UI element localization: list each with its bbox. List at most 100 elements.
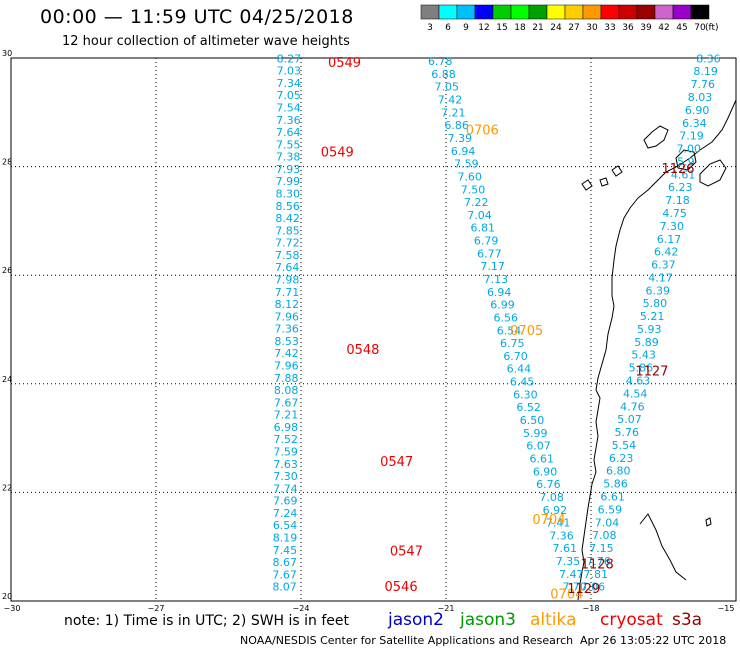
swh-value: 4.76 xyxy=(620,400,645,413)
swh-value: 7.96 xyxy=(274,360,299,373)
lon-tick-label: −27 xyxy=(148,604,165,613)
swh-value: 7.39 xyxy=(448,132,473,145)
swh-value: 7.03 xyxy=(277,65,302,78)
swh-value: 6.23 xyxy=(668,181,693,194)
swh-value: 6.39 xyxy=(645,284,670,297)
swh-value: 8.07 xyxy=(272,581,297,594)
swh-value: 5.43 xyxy=(631,349,656,362)
swh-value: 7.52 xyxy=(274,433,299,446)
pass-time-label: 1127 xyxy=(635,365,668,380)
swh-value: 7.59 xyxy=(273,446,298,459)
canary-island-lapalma xyxy=(581,179,593,191)
swh-value: 6.61 xyxy=(530,452,555,465)
swh-value: 5.89 xyxy=(634,336,659,349)
swh-value: 7.81 xyxy=(584,568,609,581)
colorbar-swatch xyxy=(510,4,530,20)
legend-altika: altika xyxy=(530,610,577,630)
colorbar-tick-label: 6 xyxy=(445,23,451,33)
mainland-detail xyxy=(639,513,687,581)
swh-value: 7.15 xyxy=(589,542,614,555)
pass-time-label: 0549 xyxy=(328,56,361,71)
canary-island-gomera xyxy=(611,165,623,177)
swh-value: 4.17 xyxy=(648,271,673,284)
swh-value: 6.90 xyxy=(685,104,710,117)
swh-value: 7.54 xyxy=(276,101,301,114)
swh-value: 6.42 xyxy=(654,246,679,259)
swh-value: 6.94 xyxy=(451,145,476,158)
swh-value: 6.37 xyxy=(651,259,676,272)
colorbar-swatch xyxy=(618,4,638,20)
colorbar-tick-label: 33 xyxy=(604,23,615,33)
swh-value: 5.86 xyxy=(629,362,654,375)
swh-value: 7.08 xyxy=(592,529,617,542)
swh-value: 7.58 xyxy=(275,249,300,262)
swh-tracks: 8.277.037.347.057.547.367.647.557.387.93… xyxy=(272,52,720,593)
swh-value: 6.78 xyxy=(428,55,453,68)
pass-time-label: 0704 xyxy=(532,513,565,528)
swh-value: 7.08 xyxy=(539,491,564,504)
colorbar-tick-label: 39 xyxy=(640,23,652,33)
swh-value: 8.67 xyxy=(273,556,298,569)
legend-jason2: jason2 xyxy=(388,610,444,630)
swh-value: 6.86 xyxy=(444,119,469,132)
swh-value: 7.67 xyxy=(274,396,299,409)
colorbar-swatch xyxy=(690,4,710,20)
swh-value: 4.54 xyxy=(623,387,648,400)
lon-tick-label: −15 xyxy=(718,604,735,613)
swh-value: 7.17 xyxy=(480,260,505,273)
colorbar-tick-label: 21 xyxy=(532,23,543,33)
lat-tick-label: 20 xyxy=(2,592,12,601)
swh-value: 6.54 xyxy=(497,324,522,337)
lat-tick-label: 24 xyxy=(2,375,12,384)
swh-value: 7.93 xyxy=(276,163,301,176)
swh-value: 8.03 xyxy=(688,91,713,104)
swh-value: 6.94 xyxy=(487,286,512,299)
colorbar-swatch xyxy=(438,4,458,20)
swh-value: 6.59 xyxy=(598,503,623,516)
footer-note: note: 1) Time is in UTC; 2) SWH is in fe… xyxy=(64,613,350,629)
colorbar-tick-label: 27 xyxy=(568,23,579,33)
colorbar-tick-label: 12 xyxy=(478,23,489,33)
colorbar-tick-label: 30 xyxy=(586,23,598,33)
swh-value: 7.18 xyxy=(665,194,690,207)
swh-value: 7.30 xyxy=(273,470,298,483)
swh-value: 5.07 xyxy=(617,413,642,426)
swh-value: 6.77 xyxy=(477,247,502,260)
swh-value: 6.56 xyxy=(493,311,518,324)
swh-value: 7.36 xyxy=(549,529,574,542)
swh-value: 7.96 xyxy=(275,310,300,323)
swh-value: 7.64 xyxy=(275,261,300,274)
canary-island-gran-canaria xyxy=(675,149,697,171)
swh-value: 8.36 xyxy=(696,52,721,65)
swh-value: 7.61 xyxy=(552,542,577,555)
swh-value: 6.70 xyxy=(503,350,528,363)
plot-frame xyxy=(10,57,737,602)
swh-value: 4.61 xyxy=(671,168,696,181)
lon-tick-label: −30 xyxy=(4,604,21,613)
swh-value: 7.47 xyxy=(559,568,584,581)
swh-value: 5.21 xyxy=(640,310,665,323)
swh-value: 7.06 xyxy=(581,581,606,594)
swh-value: 7.64 xyxy=(276,126,301,139)
swh-value: 8.12 xyxy=(275,298,300,311)
swh-value: 6.81 xyxy=(471,222,496,235)
coastline xyxy=(577,99,737,601)
pass-time-label: 1129 xyxy=(567,582,600,597)
swh-value: 7.30 xyxy=(660,220,685,233)
colorbar-swatch xyxy=(582,4,602,20)
swh-value: 4.75 xyxy=(662,207,687,220)
pass-time-label: 0547 xyxy=(390,544,423,559)
swh-value: 7.45 xyxy=(273,544,298,557)
canary-island-tenerife xyxy=(643,125,669,149)
swh-value: 7.85 xyxy=(275,224,300,237)
pass-time-label: 0546 xyxy=(385,580,418,595)
swh-value: 6.61 xyxy=(600,490,625,503)
swh-value: 8.56 xyxy=(275,200,300,213)
colorbar-tick-label: 36 xyxy=(622,23,634,33)
small-island xyxy=(705,517,712,527)
colorbar-swatch xyxy=(546,4,566,20)
swh-value: 8.53 xyxy=(274,335,299,348)
pass-time-label: 0704 xyxy=(550,587,583,602)
colorbar-swatch xyxy=(654,4,674,20)
swh-value: 7.59 xyxy=(454,158,479,171)
